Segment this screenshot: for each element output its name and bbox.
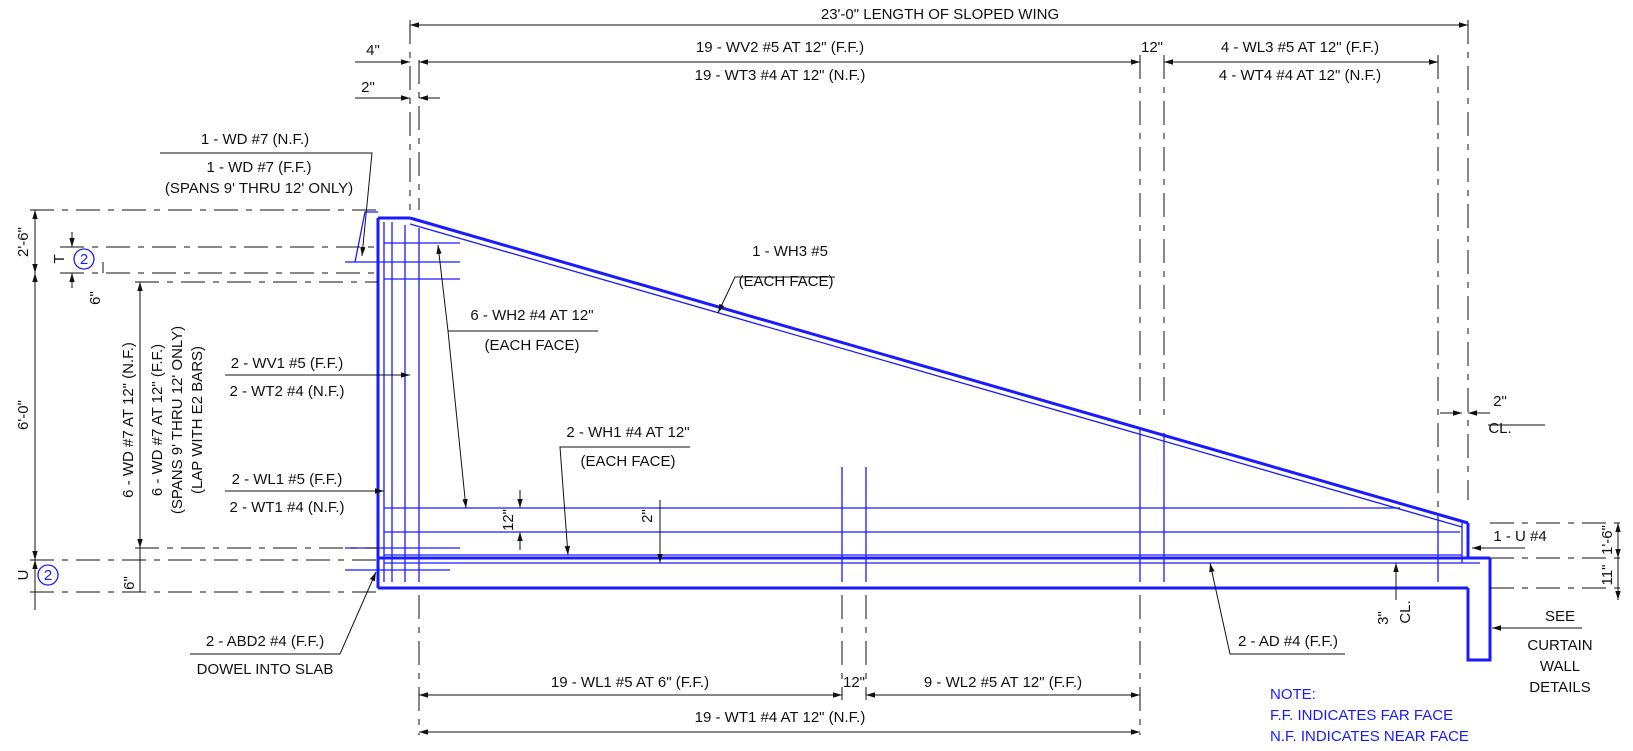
label-wl2-bottom: 9 - WL2 #5 AT 12" (F.F.) bbox=[924, 674, 1082, 691]
label-wh1: 2 - WH1 #4 AT 12" bbox=[566, 424, 689, 441]
leader-wh2-b bbox=[447, 330, 468, 509]
label-bottom-12: 12" bbox=[843, 674, 865, 691]
label-cl-right: CL. bbox=[1488, 420, 1511, 437]
label-wt4: 4 - WT4 #4 AT 12" (N.F.) bbox=[1219, 67, 1381, 84]
label-wl1-bottom: 19 - WL1 #5 AT 6" (F.F.) bbox=[551, 674, 709, 691]
leader-wd7 bbox=[160, 152, 373, 257]
label-curtain: CURTAIN bbox=[1527, 637, 1592, 654]
label-wl1-ff: 2 - WL1 #5 (F.F.) bbox=[232, 471, 343, 488]
dimension-lines bbox=[32, 22, 1621, 735]
note-nf: N.F. INDICATES NEAR FACE bbox=[1270, 728, 1469, 745]
leader-abd2 bbox=[190, 571, 377, 655]
label-dim-11: 11" bbox=[1599, 565, 1616, 586]
section-bubble-t bbox=[73, 248, 95, 270]
label-wh1-each: (EACH FACE) bbox=[580, 453, 675, 470]
label-length-of-sloped-wing: 23'-0" LENGTH OF SLOPED WING bbox=[821, 6, 1059, 23]
section-bubble-u bbox=[37, 564, 59, 586]
label-wh2-each: (EACH FACE) bbox=[484, 337, 579, 354]
label-wd7-vert-ff: 6 - WD #7 AT 12" (F.F.) bbox=[149, 344, 166, 496]
wall-sloped-top bbox=[409, 216, 1469, 525]
leader-wh3 bbox=[717, 276, 835, 314]
label-dim-2-6: 2'-6" bbox=[15, 227, 32, 257]
curtain-wall bbox=[1466, 558, 1492, 662]
label-dim-6-0: 6'-0" bbox=[15, 400, 32, 430]
label-dim-2-vert: 2" bbox=[639, 509, 656, 523]
dashed-extension-lines bbox=[30, 20, 1625, 735]
label-dim-2-top: 2" bbox=[361, 79, 375, 96]
wall-outline bbox=[376, 216, 1492, 662]
label-dim-3: 3" bbox=[1375, 611, 1392, 625]
label-wh3-each: (EACH FACE) bbox=[738, 273, 833, 290]
label-u4: 1 - U #4 bbox=[1493, 528, 1546, 545]
label-spans: (SPANS 9' THRU 12' ONLY) bbox=[165, 180, 353, 197]
label-cl-bottom: CL. bbox=[1397, 600, 1414, 623]
label-section-num-u: 2 bbox=[44, 567, 52, 584]
label-spans-vert: (SPANS 9' THRU 12' ONLY) bbox=[169, 326, 186, 514]
label-dim-4: 4" bbox=[366, 42, 380, 59]
label-dim-1-6: 1'-6" bbox=[1599, 525, 1616, 555]
label-wall: WALL bbox=[1540, 658, 1580, 675]
label-dim-6-lower: 6" bbox=[121, 576, 138, 590]
wh3-bar bbox=[409, 223, 1463, 528]
leader-wh1 bbox=[559, 446, 690, 556]
label-wh3: 1 - WH3 #5 bbox=[752, 243, 828, 260]
label-wd7-nf: 1 - WD #7 (N.F.) bbox=[201, 131, 309, 148]
label-details: DETAILS bbox=[1529, 679, 1590, 696]
label-lap-e2: (LAP WITH E2 BARS) bbox=[189, 346, 206, 494]
label-top-12: 12" bbox=[1141, 39, 1163, 56]
label-wt1-bottom: 19 - WT1 #4 AT 12" (N.F.) bbox=[695, 709, 866, 726]
label-dim-12-vert: 12" bbox=[500, 509, 517, 531]
rebar-lines bbox=[345, 211, 1480, 582]
label-wt3: 19 - WT3 #4 AT 12" (N.F.) bbox=[695, 67, 866, 84]
label-dim-6-upper: 6" bbox=[87, 291, 104, 305]
label-wt1-nf: 2 - WT1 #4 (N.F.) bbox=[229, 499, 344, 516]
label-wv2: 19 - WV2 #5 AT 12" (F.F.) bbox=[696, 39, 864, 56]
label-abd2: 2 - ABD2 #4 (F.F.) bbox=[206, 633, 324, 650]
label-section-num-t: 2 bbox=[80, 251, 88, 268]
label-wd7-ff: 1 - WD #7 (F.F.) bbox=[206, 159, 311, 176]
label-wv1: 2 - WV1 #5 (F.F.) bbox=[231, 355, 344, 372]
label-see: SEE bbox=[1545, 608, 1575, 625]
label-wl3: 4 - WL3 #5 AT 12" (F.F.) bbox=[1221, 39, 1379, 56]
label-ad4: 2 - AD #4 (F.F.) bbox=[1238, 633, 1338, 650]
text-labels: 23'-0" LENGTH OF SLOPED WING 19 - WV2 #5… bbox=[15, 6, 1616, 745]
leader-lines bbox=[160, 152, 1582, 655]
label-dowel: DOWEL INTO SLAB bbox=[197, 661, 334, 678]
label-wd7-vert-nf: 6 - WD #7 AT 12" (N.F.) bbox=[120, 342, 137, 498]
label-wh2: 6 - WH2 #4 AT 12" bbox=[470, 307, 593, 324]
label-section-u: U bbox=[15, 570, 32, 581]
wd-hook bbox=[354, 211, 378, 263]
label-wt2: 2 - WT2 #4 (N.F.) bbox=[229, 383, 344, 400]
note-title: NOTE: bbox=[1270, 686, 1316, 703]
note-ff: F.F. INDICATES FAR FACE bbox=[1270, 707, 1453, 724]
label-section-t: T bbox=[51, 254, 68, 263]
label-dim-2-right: 2" bbox=[1493, 393, 1507, 410]
leader-ad4 bbox=[1209, 562, 1345, 655]
